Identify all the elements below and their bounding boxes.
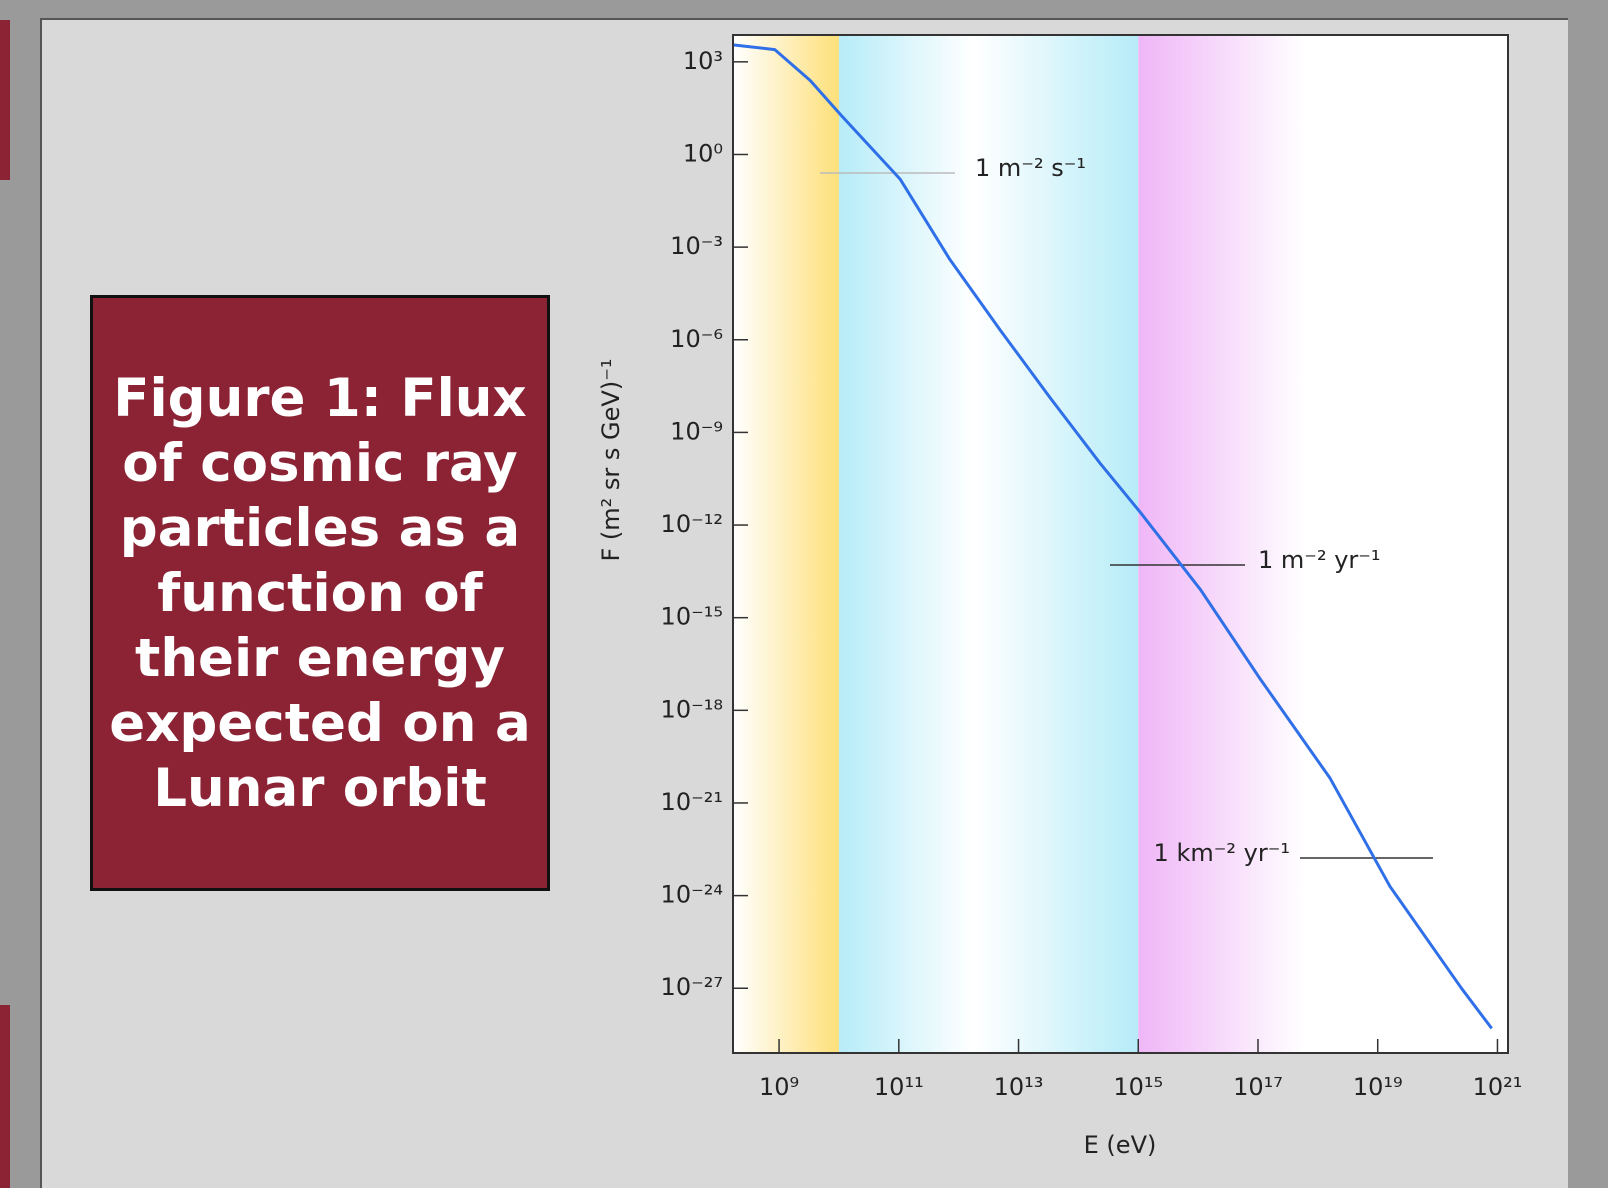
- y-tick-label: 10⁻¹⁵: [661, 603, 723, 631]
- flux-line: [732, 43, 1493, 1030]
- x-tick-label: 10¹⁵: [1113, 1073, 1163, 1101]
- plot-frame: [732, 34, 1509, 1054]
- y-tick-label: 10⁻²⁷: [661, 973, 723, 1001]
- left-strip: [0, 20, 10, 180]
- x-tick-label: 10¹¹: [874, 1073, 924, 1101]
- y-tick-label: 10³: [683, 47, 723, 75]
- y-tick-label: 10⁻²¹: [661, 788, 723, 816]
- x-tick-label: 10⁹: [759, 1073, 799, 1101]
- left-strip: [0, 1005, 10, 1188]
- x-tick-label: 10²¹: [1473, 1073, 1523, 1101]
- y-tick-label: 10⁻³: [670, 232, 723, 260]
- energy-band: [1138, 35, 1508, 1053]
- annotation: 1 m⁻² yr⁻¹: [1258, 546, 1381, 574]
- x-axis-label: E (eV): [1084, 1131, 1157, 1159]
- caption: Figure 1: Flux of cosmic ray particles a…: [109, 367, 531, 819]
- annotation: 1 m⁻² s⁻¹: [975, 154, 1086, 182]
- x-tick-label: 10¹⁹: [1353, 1073, 1403, 1101]
- y-tick-label: 10⁻¹²: [661, 510, 723, 538]
- annotation: 1 km⁻² yr⁻¹: [1154, 839, 1290, 867]
- energy-band: [733, 35, 839, 1053]
- y-tick-label: 10⁻⁹: [670, 417, 723, 445]
- y-tick-label: 10⁻⁶: [670, 325, 723, 353]
- energy-band: [838, 35, 1139, 1053]
- y-tick-label: 10⁰: [683, 139, 723, 167]
- x-tick-label: 10¹³: [994, 1073, 1044, 1101]
- y-axis-label: F (m² sr s GeV)⁻¹: [597, 359, 625, 562]
- x-tick-label: 10¹⁷: [1233, 1073, 1283, 1101]
- y-tick-label: 10⁻²⁴: [661, 881, 723, 909]
- caption-box: Figure 1: Flux of cosmic ray particles a…: [90, 295, 550, 891]
- y-tick-label: 10⁻¹⁸: [661, 695, 723, 723]
